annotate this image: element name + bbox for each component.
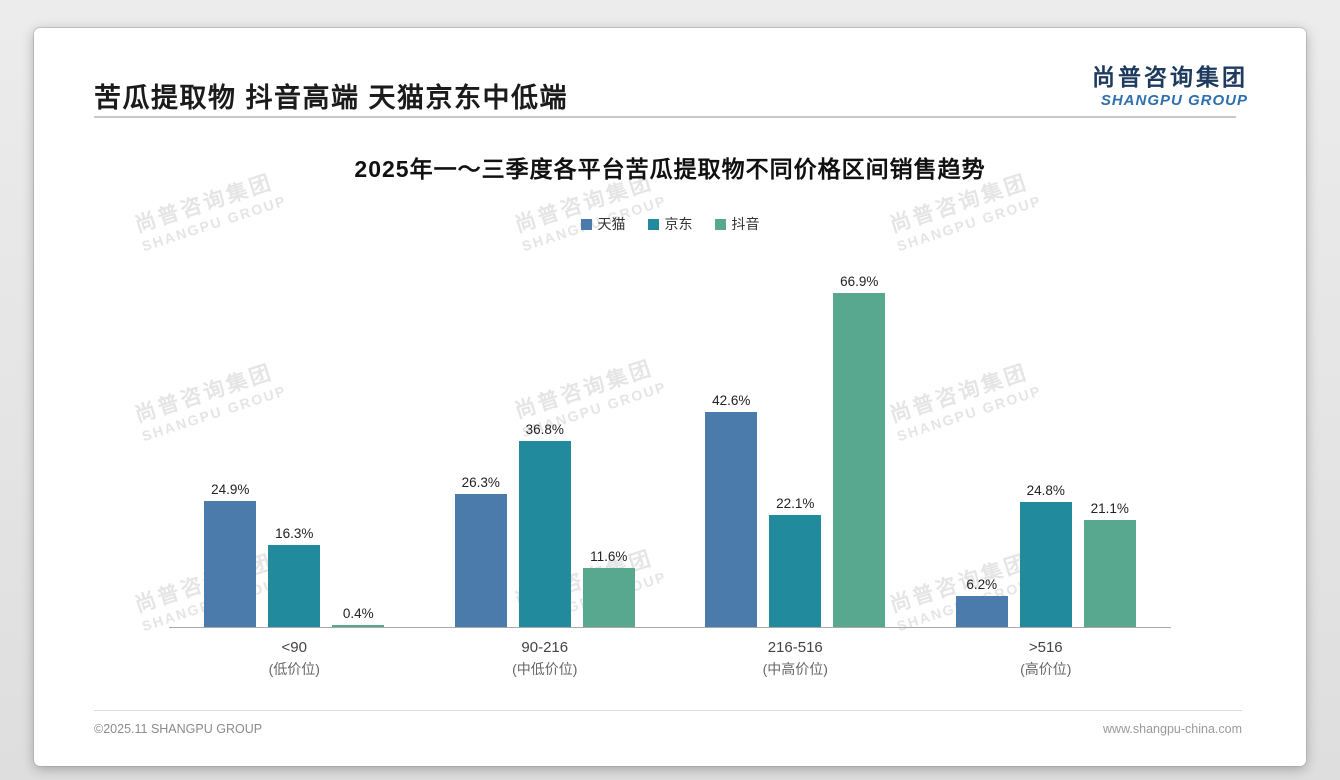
bar-with-label: 11.6%	[582, 274, 635, 627]
bar-with-label: 0.4%	[332, 274, 385, 627]
category-label: >516 (高价位)	[931, 628, 1161, 679]
plot-area: 24.9% 16.3% 0.4% 26.3% 36.8% 11.6% 42.6% 22.1% 6…	[169, 274, 1171, 628]
bar-with-label: 22.1%	[769, 274, 822, 627]
bar-with-label: 66.9%	[833, 274, 886, 627]
bar-京东	[769, 515, 822, 627]
slide-header: 苦瓜提取物 抖音高端 天猫京东中低端 尚普咨询集团 SHANGPU GROUP	[94, 64, 1248, 115]
category-tier: (中高价位)	[762, 660, 828, 677]
title-divider	[94, 116, 1236, 118]
bar-天猫	[204, 501, 257, 627]
bar-group: 42.6% 22.1% 66.9%	[680, 274, 910, 627]
category-label: 90-216 (中低价位)	[430, 628, 660, 679]
bar-天猫	[955, 596, 1008, 627]
bar-value-label: 66.9%	[840, 274, 879, 289]
legend-label: 抖音	[731, 216, 760, 232]
footer-website: www.shangpu-china.com	[1103, 722, 1242, 736]
bar-京东	[518, 441, 571, 627]
footer-copyright: ©2025.11 SHANGPU GROUP	[94, 722, 263, 736]
bar-value-label: 26.3%	[461, 475, 500, 490]
bar-抖音	[833, 293, 886, 627]
bar-group: 6.2% 24.8% 21.1%	[931, 274, 1161, 627]
chart-title: 2025年一～三季度各平台苦瓜提取物不同价格区间销售趋势	[354, 156, 986, 182]
legend-swatch-icon	[647, 218, 659, 230]
category-range: >516	[1028, 639, 1063, 656]
slide: 尚普咨询集团 SHANGPU GROUP 尚普咨询集团 SHANGPU GROUP 尚普…	[34, 28, 1306, 766]
bar-value-label: 36.8%	[525, 422, 564, 437]
bar-group: 26.3% 36.8% 11.6%	[430, 274, 660, 627]
category-tier: (中低价位)	[512, 660, 578, 677]
bar-with-label: 24.9%	[204, 274, 257, 627]
bar-天猫	[705, 412, 758, 627]
legend-swatch-icon	[580, 218, 592, 230]
bar-value-label: 21.1%	[1090, 501, 1129, 516]
category-tier: (低价位)	[268, 660, 320, 677]
bar-value-label: 11.6%	[590, 549, 628, 564]
category-tier: (高价位)	[1020, 660, 1072, 677]
bar-value-label: 6.2%	[966, 577, 998, 592]
logo-chinese-name: 尚普咨询集团	[1092, 64, 1248, 90]
bar-with-label: 6.2%	[955, 274, 1008, 627]
bar-with-label: 24.8%	[1019, 274, 1072, 627]
bar-value-label: 22.1%	[776, 496, 815, 511]
bar-抖音	[582, 568, 635, 627]
chart-legend: 天猫 京东 抖音	[34, 214, 1306, 234]
bar-chart: 24.9% 16.3% 0.4% 26.3% 36.8% 11.6% 42.6% 22.1% 6…	[169, 274, 1171, 679]
bar-value-label: 24.9%	[211, 482, 250, 497]
bar-group: 24.9% 16.3% 0.4%	[179, 274, 409, 627]
legend-item-京东: 京东	[647, 214, 693, 234]
category-label: 216-516 (中高价位)	[680, 628, 910, 679]
legend-label: 天猫	[597, 216, 626, 232]
bar-value-label: 24.8%	[1026, 483, 1065, 498]
bar-with-label: 26.3%	[454, 274, 507, 627]
bar-value-label: 16.3%	[275, 526, 314, 541]
legend-item-天猫: 天猫	[580, 214, 626, 234]
bar-抖音	[1083, 520, 1136, 627]
category-range: 216-516	[767, 639, 823, 656]
bar-抖音	[332, 625, 385, 627]
category-range: <90	[281, 639, 307, 656]
bar-value-label: 42.6%	[712, 393, 751, 408]
bar-with-label: 42.6%	[705, 274, 758, 627]
legend-item-抖音: 抖音	[714, 214, 760, 234]
category-label: <90 (低价位)	[179, 628, 409, 679]
bar-with-label: 16.3%	[268, 274, 321, 627]
slide-footer: ©2025.11 SHANGPU GROUP www.shangpu-china…	[94, 710, 1242, 736]
legend-swatch-icon	[714, 218, 726, 230]
bar-京东	[1019, 502, 1072, 627]
bar-with-label: 21.1%	[1083, 274, 1136, 627]
bar-天猫	[454, 494, 507, 627]
legend-label: 京东	[664, 216, 693, 232]
page-title: 苦瓜提取物 抖音高端 天猫京东中低端	[94, 83, 569, 113]
bar-with-label: 36.8%	[518, 274, 571, 627]
logo-english-name: SHANGPU GROUP	[1100, 91, 1248, 109]
bar-京东	[268, 545, 321, 627]
x-axis-labels: <90 (低价位) 90-216 (中低价位) 216-516 (中高价位) >516 (高价…	[169, 628, 1171, 679]
company-logo: 尚普咨询集团 SHANGPU GROUP	[1092, 64, 1248, 110]
category-range: 90-216	[521, 639, 569, 656]
bar-value-label: 0.4%	[342, 606, 374, 621]
